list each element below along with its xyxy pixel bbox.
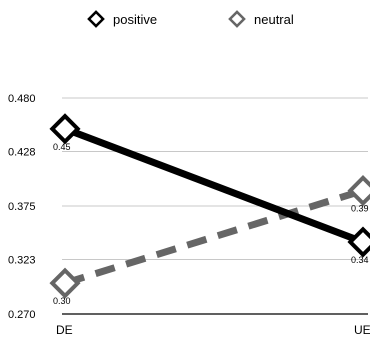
- y-tick-label: 0.480: [8, 93, 36, 105]
- legend: positive neutral: [87, 10, 294, 28]
- series-layer: [49, 113, 370, 299]
- series-line-positive: [63, 125, 365, 246]
- gridlines: [62, 97, 368, 315]
- data-point-neutral: [347, 175, 370, 207]
- legend-marker-neutral: [228, 10, 246, 28]
- y-axis: 0.480 0.428 0.375 0.323 0.270: [8, 93, 36, 321]
- data-label: 0.34: [351, 255, 369, 265]
- y-tick-label: 0.270: [8, 309, 36, 321]
- data-labels: 0.45 0.34 0.30 0.39: [53, 142, 369, 306]
- y-tick-label: 0.323: [8, 254, 36, 266]
- x-tick-label: DE: [56, 323, 73, 337]
- data-label: 0.39: [351, 204, 369, 214]
- data-point-positive: [347, 226, 370, 258]
- x-tick-label: UE: [354, 323, 370, 337]
- legend-marker-positive: [87, 10, 105, 28]
- y-tick-label: 0.428: [8, 146, 36, 158]
- data-point-positive: [49, 113, 81, 145]
- legend-label-positive: positive: [113, 12, 157, 27]
- x-axis: DE UE: [56, 323, 370, 337]
- data-label: 0.30: [53, 296, 71, 306]
- data-label: 0.45: [53, 142, 71, 152]
- data-point-neutral: [49, 267, 81, 299]
- series-line-neutral: [63, 187, 365, 287]
- y-tick-label: 0.375: [8, 201, 36, 213]
- legend-label-neutral: neutral: [254, 12, 294, 27]
